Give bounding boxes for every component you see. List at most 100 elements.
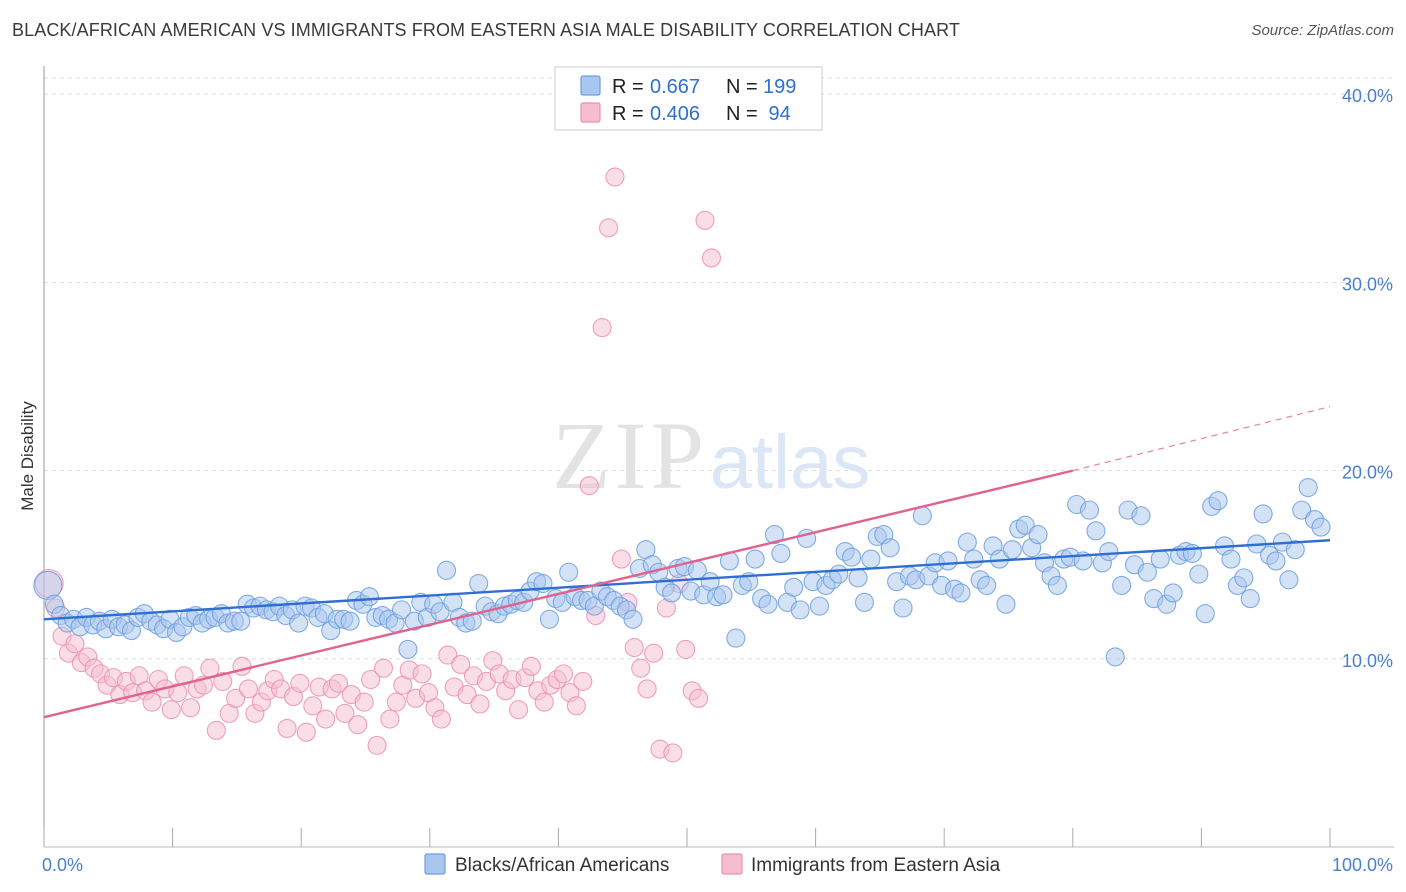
eastern-asia-point: [386, 692, 406, 712]
eastern-asia-point: [373, 658, 394, 678]
blacks-point: [758, 594, 778, 614]
blacks-point: [964, 549, 984, 569]
blacks-point: [1266, 551, 1286, 571]
eastern-asia-point: [168, 683, 188, 703]
blacks-point: [1131, 506, 1151, 526]
x-ticks: [43, 828, 1331, 847]
blacks-point: [289, 613, 309, 633]
eastern-asia-point: [573, 671, 593, 691]
blacks-point: [1002, 540, 1022, 560]
blacks-point: [1195, 604, 1215, 624]
blacks-point: [539, 609, 559, 629]
eastern-asia-point: [701, 248, 721, 268]
bottom-legend: Blacks/African Americans Immigrants from…: [424, 853, 1001, 876]
eastern-asia-trend-line: [43, 469, 1074, 719]
blacks-point: [1079, 500, 1100, 520]
eastern-asia-point: [599, 218, 619, 238]
blacks-point: [398, 639, 418, 659]
legend-label-eastern-asia: Immigrants from Eastern Asia: [751, 855, 1001, 876]
eastern-asia-point: [213, 671, 233, 691]
eastern-asia-point: [277, 718, 297, 738]
blacks-point: [829, 564, 849, 584]
eastern-asia-point: [348, 715, 368, 735]
blacks-point: [1189, 564, 1209, 584]
eastern-asia-point: [553, 664, 574, 684]
blacks-point: [771, 543, 791, 563]
eastern-asia-point: [303, 696, 323, 716]
blacks-point: [1298, 478, 1318, 498]
chart-title: BLACK/AFRICAN AMERICAN VS IMMIGRANTS FRO…: [12, 20, 960, 40]
trend-lines: [43, 406, 1331, 719]
stats-legend-r-value-blue: 0.667: [650, 76, 700, 98]
blacks-point: [1047, 575, 1067, 595]
stats-legend-n-value-blue: 199: [763, 76, 796, 98]
eastern-asia-point: [412, 664, 432, 684]
blacks-point: [745, 549, 765, 569]
eastern-asia-point: [296, 722, 316, 742]
blacks-point: [912, 506, 932, 526]
eastern-asia-point: [354, 692, 374, 712]
eastern-asia-point: [226, 688, 246, 708]
blacks-point: [33, 570, 63, 600]
blacks-point: [391, 600, 412, 620]
blacks-point: [1137, 562, 1157, 582]
stats-legend-n-value-pink: 94: [763, 103, 791, 125]
eastern-asia-point: [380, 709, 400, 729]
legend-swatch-blacks: [424, 853, 446, 875]
stats-legend-n-label-pink: N =: [726, 103, 758, 125]
blacks-point: [1285, 540, 1305, 560]
eastern-asia-point: [238, 679, 259, 699]
eastern-asia-trend-extension: [1072, 406, 1331, 472]
blacks-point: [1099, 541, 1119, 562]
legend-swatch-eastern-asia: [721, 853, 743, 875]
blacks-point: [559, 562, 579, 582]
eastern-asia-point: [290, 673, 310, 693]
eastern-asia-point: [361, 669, 381, 690]
blacks-point: [996, 594, 1016, 614]
eastern-asia-point: [367, 735, 387, 755]
eastern-asia-point: [566, 696, 586, 716]
eastern-asia-point: [663, 743, 683, 763]
eastern-asia-point: [316, 709, 336, 729]
eastern-asia-point: [592, 318, 612, 338]
blacks-point: [977, 575, 997, 595]
blacks-point: [1208, 491, 1228, 511]
blacks-point: [957, 532, 977, 552]
eastern-asia-point: [232, 656, 252, 676]
eastern-asia-point: [181, 698, 201, 718]
eastern-asia-point: [335, 703, 355, 723]
blacks-point: [1112, 575, 1132, 595]
eastern-asia-point: [142, 692, 162, 712]
stats-legend-r-label-blue: R =: [612, 76, 644, 98]
eastern-asia-point: [637, 679, 657, 699]
blacks-point: [1028, 525, 1048, 545]
eastern-asia-point: [328, 673, 349, 693]
blacks-point: [726, 628, 746, 648]
blacks-point: [340, 611, 360, 631]
blacks-point: [1234, 568, 1254, 588]
eastern-asia-point: [457, 685, 477, 705]
blacks-point: [764, 525, 784, 545]
blacks-point: [1150, 549, 1170, 569]
watermark: ZIP atlas: [552, 402, 870, 509]
stats-legend: R = 0.667 N = 199 R = 0.406 N = 94: [554, 66, 823, 131]
blacks-point: [1279, 570, 1299, 590]
blacks-point: [1105, 647, 1125, 667]
blacks-point: [231, 611, 251, 631]
eastern-asia-point: [508, 700, 529, 720]
blacks-point: [809, 596, 830, 616]
eastern-asia-point: [451, 654, 471, 675]
eastern-asia-point: [470, 694, 490, 714]
eastern-asia-point: [631, 658, 651, 678]
eastern-asia-point: [161, 700, 181, 720]
eastern-asia-point: [431, 709, 451, 729]
y-tick-label-10: 10.0%: [1342, 651, 1393, 671]
blue-series-points: [33, 478, 1331, 667]
blacks-point: [842, 547, 862, 567]
eastern-asia-point: [644, 643, 664, 663]
eastern-asia-point: [676, 639, 696, 659]
blacks-point: [790, 600, 810, 620]
y-tick-label-30: 30.0%: [1342, 274, 1393, 294]
stats-legend-r-label-pink: R =: [612, 103, 644, 125]
